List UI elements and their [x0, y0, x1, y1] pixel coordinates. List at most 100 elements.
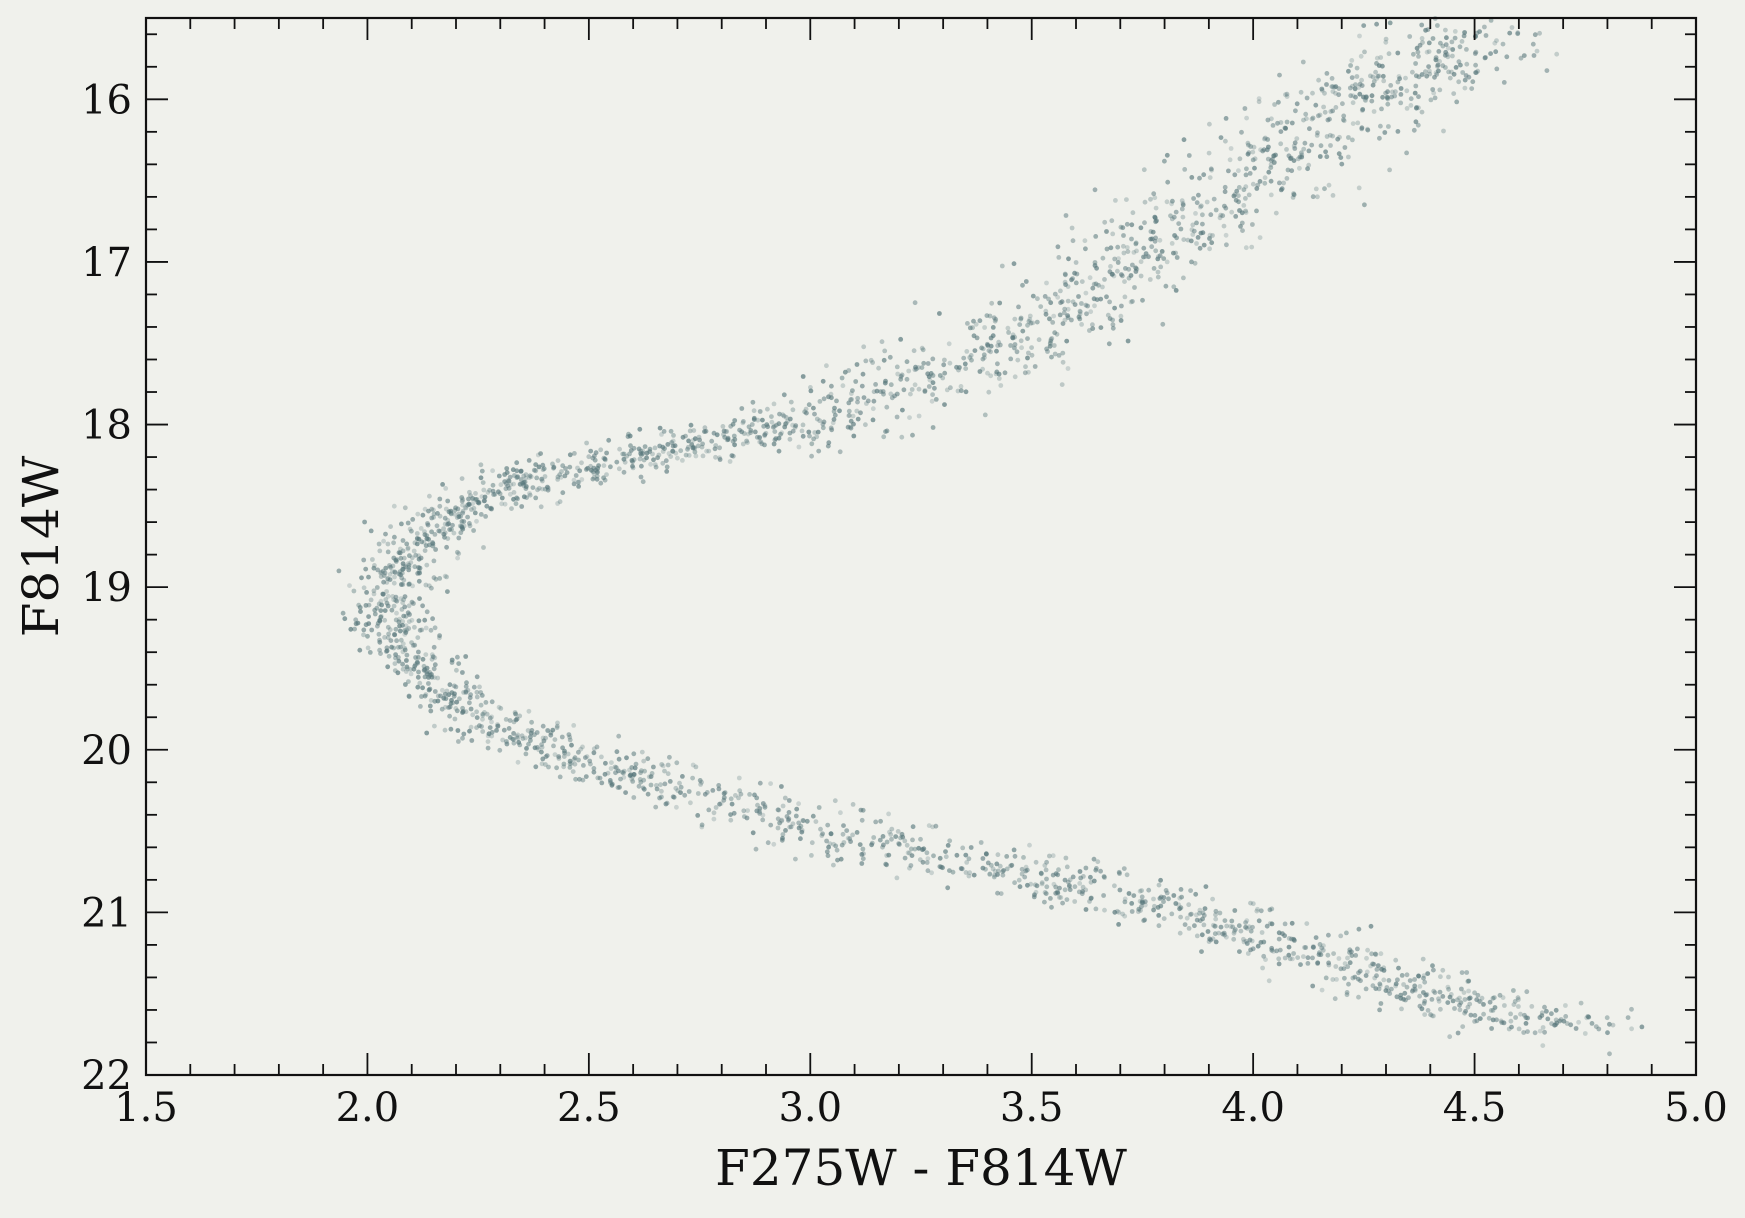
scatter-point — [1020, 282, 1025, 288]
scatter-point — [1501, 1020, 1507, 1026]
scatter-point — [1186, 902, 1192, 908]
scatter-point — [804, 410, 809, 416]
scatter-point — [1232, 172, 1238, 178]
scatter-point — [1472, 1013, 1478, 1018]
scatter-point — [825, 443, 831, 449]
scatter-point — [474, 709, 479, 715]
scatter-point — [1417, 993, 1422, 999]
scatter-point — [405, 545, 411, 551]
scatter-point — [1459, 970, 1465, 975]
scatter-point — [1012, 374, 1018, 380]
scatter-point — [899, 434, 905, 440]
scatter-point — [357, 647, 363, 653]
scatter-point — [1080, 889, 1085, 894]
scatter-point — [1289, 120, 1295, 126]
scatter-point — [548, 732, 554, 738]
scatter-point — [1355, 946, 1360, 952]
scatter-point — [1063, 272, 1068, 278]
scatter-point — [555, 477, 561, 482]
scatter-point — [412, 642, 418, 648]
scatter-point — [968, 353, 974, 358]
scatter-point — [400, 600, 406, 606]
scatter-point — [1218, 135, 1224, 141]
scatter-point — [422, 617, 428, 623]
scatter-point — [407, 526, 413, 532]
scatter-point — [539, 476, 545, 482]
scatter-point — [1018, 315, 1024, 321]
scatter-point — [741, 419, 746, 424]
scatter-point — [1585, 1014, 1591, 1019]
scatter-point — [660, 449, 666, 454]
scatter-point — [379, 602, 384, 608]
scatter-point — [1315, 961, 1320, 966]
scatter-point — [1384, 985, 1390, 990]
scatter-point — [521, 479, 527, 485]
scatter-point — [1284, 147, 1289, 152]
scatter-point — [1433, 55, 1439, 60]
scatter-point — [456, 739, 461, 744]
scatter-point — [1329, 84, 1335, 89]
scatter-point — [481, 545, 486, 550]
scatter-point — [1252, 165, 1257, 171]
scatter-point — [859, 383, 865, 389]
scatter-point — [1098, 296, 1104, 302]
scatter-point — [1034, 319, 1040, 325]
scatter-point — [1490, 995, 1496, 1001]
scatter-point — [1354, 74, 1360, 79]
scatter-point — [1152, 214, 1158, 220]
scatter-point — [451, 530, 457, 536]
scatter-point — [942, 357, 947, 363]
scatter-point — [1269, 921, 1275, 927]
scatter-point — [829, 427, 835, 433]
scatter-point — [1153, 205, 1159, 211]
scatter-point — [378, 608, 384, 613]
scatter-point — [1278, 141, 1284, 147]
scatter-point — [1310, 115, 1316, 121]
scatter-point — [1065, 298, 1071, 304]
scatter-point — [902, 838, 908, 844]
scatter-point — [1411, 127, 1417, 133]
scatter-point — [376, 601, 382, 607]
scatter-point — [1417, 1003, 1423, 1009]
scatter-point — [490, 488, 496, 494]
scatter-point — [1158, 877, 1163, 883]
scatter-point — [1069, 277, 1074, 283]
scatter-point — [1057, 312, 1063, 318]
scatter-point — [455, 728, 461, 733]
scatter-point — [594, 468, 600, 474]
scatter-point — [1077, 881, 1083, 886]
scatter-point — [1468, 1012, 1474, 1018]
scatter-point — [641, 786, 647, 792]
scatter-point — [498, 482, 504, 488]
scatter-point — [1346, 68, 1351, 74]
scatter-point — [1490, 1017, 1496, 1023]
scatter-point — [511, 481, 516, 487]
scatter-point — [870, 406, 876, 412]
scatter-point — [1333, 84, 1339, 89]
scatter-point — [1315, 960, 1321, 966]
scatter-point — [1576, 1019, 1581, 1025]
scatter-point — [376, 631, 382, 637]
scatter-point — [1130, 262, 1135, 268]
scatter-point — [1322, 109, 1328, 115]
scatter-point — [692, 436, 698, 442]
scatter-point — [648, 782, 654, 788]
scatter-point — [447, 682, 453, 688]
scatter-point — [416, 649, 421, 655]
scatter-point — [1101, 893, 1106, 898]
scatter-point — [1074, 271, 1080, 277]
scatter-point — [406, 619, 412, 624]
scatter-point — [413, 552, 419, 558]
scatter-point — [1319, 86, 1325, 92]
scatter-point — [1605, 1030, 1610, 1036]
scatter-point — [406, 603, 412, 609]
scatter-point — [757, 409, 763, 414]
scatter-point — [1182, 922, 1188, 927]
scatter-point — [721, 432, 726, 437]
scatter-point — [1306, 148, 1312, 154]
scatter-point — [1425, 27, 1431, 32]
scatter-point — [1467, 995, 1473, 1001]
scatter-point — [1085, 303, 1090, 309]
scatter-point — [967, 870, 973, 876]
scatter-point — [1437, 59, 1442, 64]
